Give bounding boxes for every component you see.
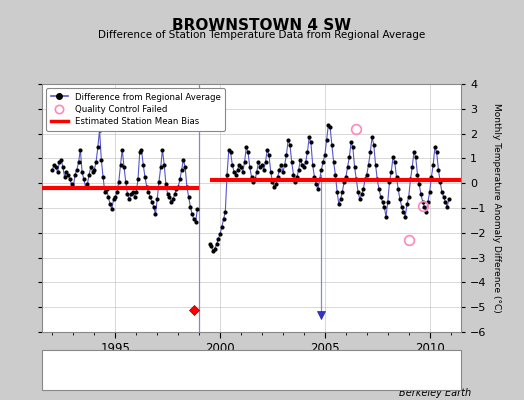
Text: Difference of Station Temperature Data from Regional Average: Difference of Station Temperature Data f… (99, 30, 425, 40)
Text: Berkeley Earth: Berkeley Earth (399, 388, 472, 398)
Text: Station Move: Station Move (58, 367, 120, 376)
Text: BROWNSTOWN 4 SW: BROWNSTOWN 4 SW (172, 18, 352, 33)
Y-axis label: Monthly Temperature Anomaly Difference (°C): Monthly Temperature Anomaly Difference (… (492, 103, 501, 313)
Text: Time of Obs. Change: Time of Obs. Change (267, 367, 363, 376)
Text: Record Gap: Record Gap (162, 367, 218, 376)
Text: Empirical Break: Empirical Break (388, 367, 461, 376)
Legend: Difference from Regional Average, Quality Control Failed, Estimated Station Mean: Difference from Regional Average, Qualit… (46, 88, 225, 131)
